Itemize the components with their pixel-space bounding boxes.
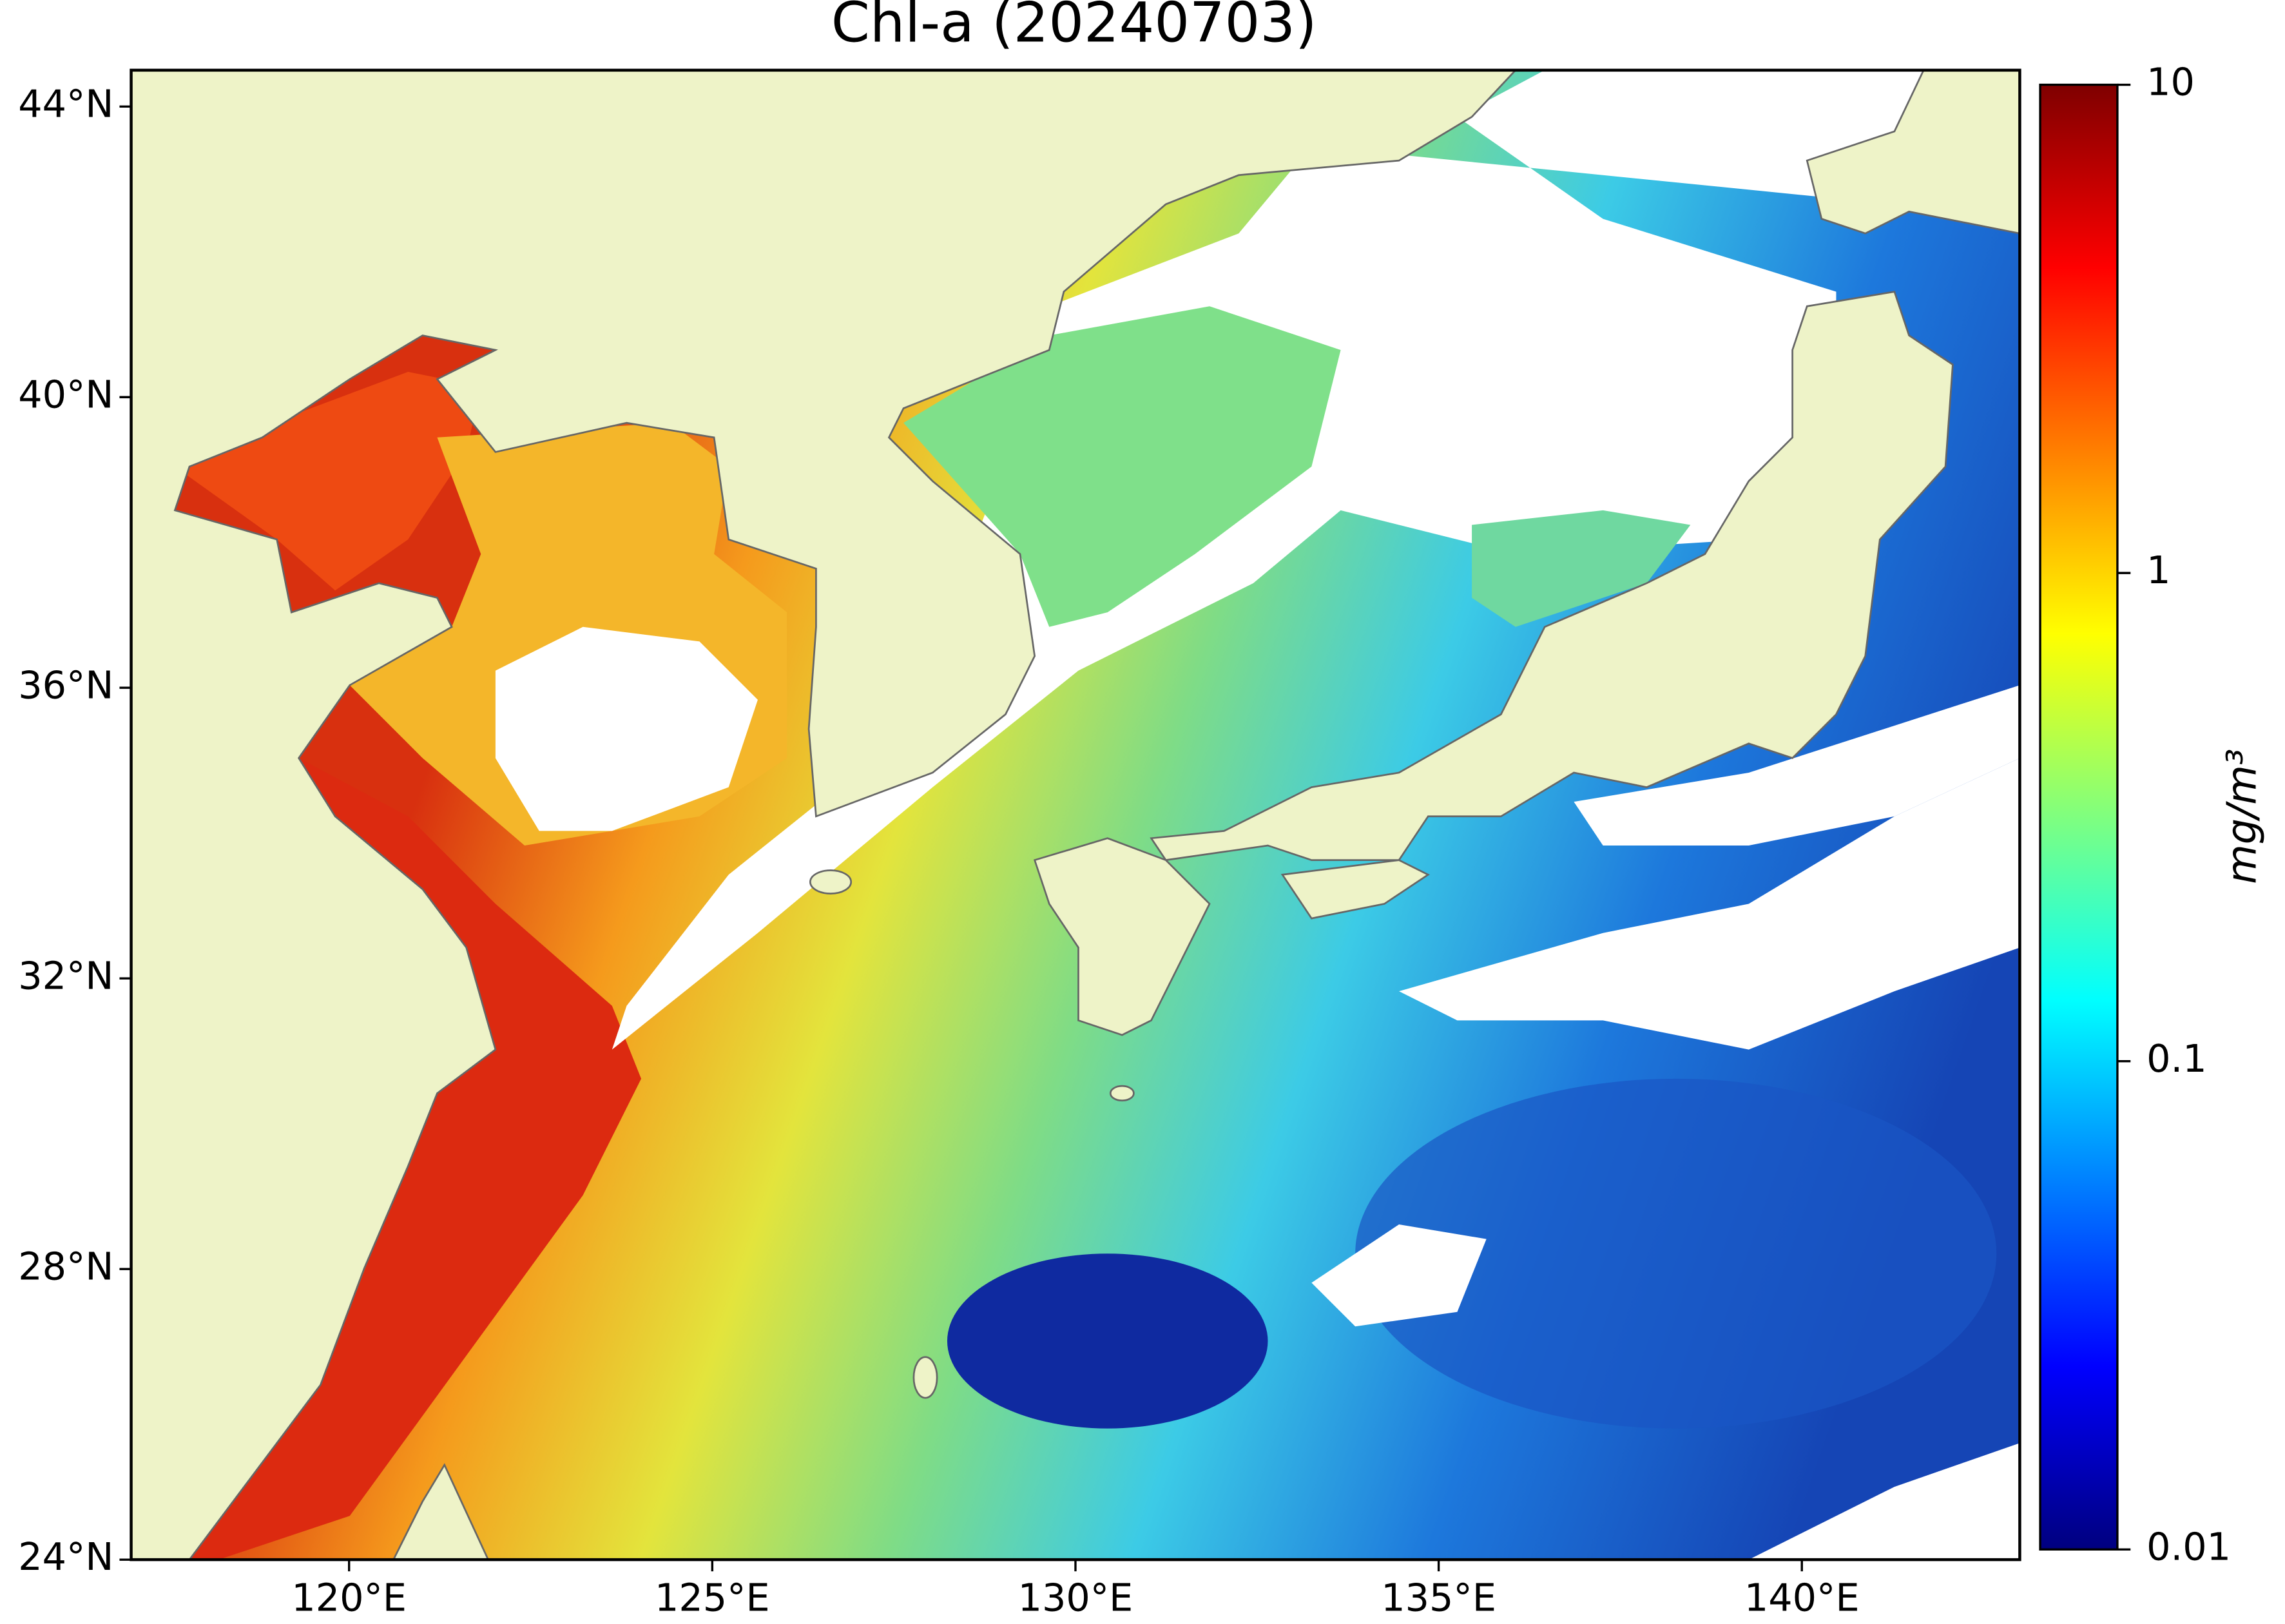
cloud xyxy=(1311,1224,1487,1327)
colorbar-tick-label: 0.1 xyxy=(2146,1036,2206,1081)
y-tick-label: 24°N xyxy=(18,1534,113,1579)
y-tick-label: 32°N xyxy=(18,953,113,998)
shikoku xyxy=(1280,859,1430,920)
cloud xyxy=(1399,758,2020,1050)
island xyxy=(1109,1085,1135,1102)
bohai-bloom xyxy=(175,372,481,591)
china-korea xyxy=(131,70,1517,1560)
taiwan xyxy=(392,1463,490,1560)
east-sea xyxy=(903,306,1341,627)
okinawa xyxy=(912,1356,938,1399)
x-tick-label: 140°E xyxy=(1744,1576,1860,1620)
y-tick-label: 36°N xyxy=(18,662,113,707)
map-image xyxy=(131,70,2020,1560)
x-tick-label: 120°E xyxy=(291,1576,407,1620)
y-tick-label: 28°N xyxy=(18,1244,113,1288)
cloud xyxy=(612,70,1924,1050)
hokkaido xyxy=(1806,70,2020,235)
colorbar-tick-label: 10 xyxy=(2146,60,2195,104)
coastal-bloom xyxy=(189,758,642,1560)
y-tick-label: 44°N xyxy=(18,81,113,126)
chart-title: Chl-a (20240703) xyxy=(831,0,1317,55)
land xyxy=(131,70,2020,1560)
low-chl-patch xyxy=(947,1253,1268,1429)
kyushu xyxy=(1033,837,1211,1036)
east-sea xyxy=(1472,510,1691,627)
jeju xyxy=(809,869,853,894)
x-tick-label: 125°E xyxy=(655,1576,770,1620)
x-tick-label: 130°E xyxy=(1018,1576,1133,1620)
colorbar-tick-label: 1 xyxy=(2146,548,2170,592)
colorbar xyxy=(2039,83,2119,1551)
low-chl-patch xyxy=(1355,1078,1997,1429)
cloud xyxy=(1748,1443,2020,1560)
cloud xyxy=(495,626,758,831)
x-tick-label: 135°E xyxy=(1381,1576,1496,1620)
honshu xyxy=(1150,291,1954,862)
colorbar-label: mg/m³ xyxy=(2217,749,2265,884)
cloud xyxy=(1574,685,2020,846)
colorbar-tick-label: 0.01 xyxy=(2146,1524,2231,1569)
y-tick-label: 40°N xyxy=(18,372,113,416)
